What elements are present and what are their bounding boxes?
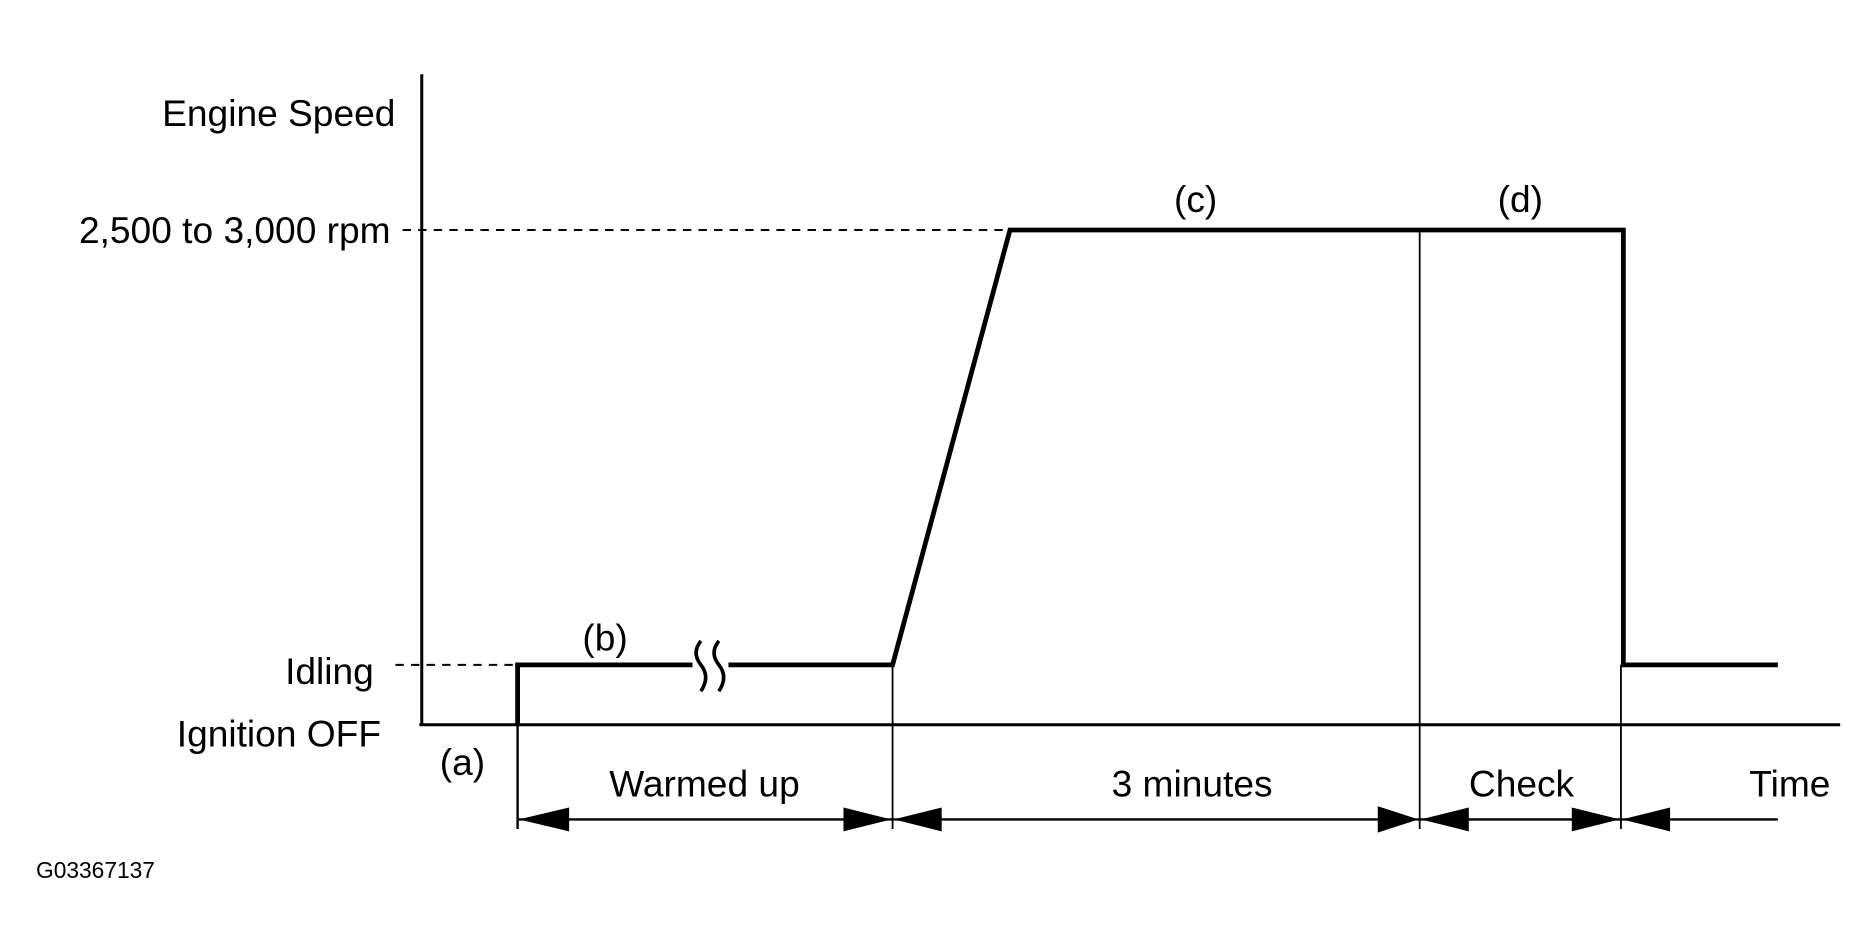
arrow-icon <box>1622 807 1671 832</box>
y-axis-title: Engine Speed <box>162 92 395 134</box>
arrow-icon <box>1420 807 1469 832</box>
dimension-arrows <box>518 806 1671 833</box>
arrow-icon <box>893 807 942 832</box>
time-axis-label: Time <box>1749 763 1830 805</box>
step-a-label: (a) <box>440 741 485 783</box>
arrow-icon <box>1571 807 1620 832</box>
phase-3-minutes-label: 3 minutes <box>1112 763 1273 805</box>
step-c-label: (c) <box>1174 178 1217 220</box>
arrow-icon <box>518 807 570 832</box>
time-break-symbol <box>692 639 729 693</box>
step-b-label: (b) <box>582 617 627 659</box>
level-off-label: Ignition OFF <box>177 712 381 754</box>
arrow-icon <box>843 807 892 832</box>
phase-warmed-up-label: Warmed up <box>609 763 800 805</box>
step-d-label: (d) <box>1498 178 1543 220</box>
engine-speed-trace <box>515 227 1778 725</box>
level-high-label: 2,500 to 3,000 rpm <box>79 209 391 251</box>
level-idle-label: Idling <box>285 650 374 692</box>
arrow-icon <box>1377 806 1419 833</box>
figure-code: G03367137 <box>36 857 155 883</box>
phase-check-label: Check <box>1469 763 1575 805</box>
